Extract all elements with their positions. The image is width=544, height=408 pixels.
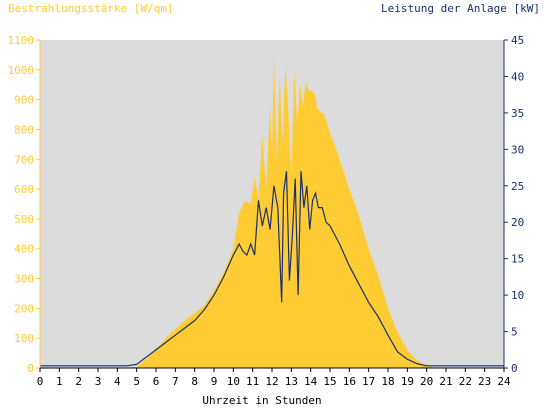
left-axis-title: Bestrahlungsstärke [W/qm] [8, 2, 174, 15]
x-tick-label: 11 [246, 375, 259, 388]
x-tick-label: 3 [95, 375, 102, 388]
x-tick-label: 10 [227, 375, 240, 388]
x-tick-label: 13 [285, 375, 298, 388]
left-tick-label: 100 [14, 332, 34, 345]
x-tick-label: 21 [439, 375, 452, 388]
x-tick-label: 2 [75, 375, 82, 388]
x-tick-label: 23 [478, 375, 491, 388]
x-tick-label: 7 [172, 375, 179, 388]
right-tick-label: 0 [511, 362, 518, 375]
left-tick-label: 400 [14, 243, 34, 256]
x-tick-label: 16 [343, 375, 356, 388]
right-tick-label: 40 [511, 70, 524, 83]
left-tick-label: 200 [14, 302, 34, 315]
series-layer [40, 57, 504, 368]
x-axis-title: Uhrzeit in Stunden [202, 394, 321, 407]
x-tick-label: 4 [114, 375, 121, 388]
x-tick-label: 0 [37, 375, 44, 388]
x-tick-label: 14 [304, 375, 318, 388]
left-tick-label: 0 [27, 362, 34, 375]
x-tick-label: 8 [191, 375, 198, 388]
x-tick-label: 5 [133, 375, 140, 388]
left-tick-label: 800 [14, 123, 34, 136]
right-tick-label: 35 [511, 107, 524, 120]
right-tick-label: 10 [511, 289, 524, 302]
left-tick-label: 700 [14, 153, 34, 166]
right-tick-label: 15 [511, 253, 524, 266]
right-tick-label: 45 [511, 34, 524, 47]
x-tick-label: 24 [497, 375, 511, 388]
left-tick-label: 1000 [8, 64, 35, 77]
left-tick-label: 500 [14, 213, 34, 226]
x-tick-label: 18 [381, 375, 394, 388]
x-tick-label: 1 [56, 375, 63, 388]
left-tick-label: 900 [14, 94, 34, 107]
x-tick-label: 6 [153, 375, 160, 388]
x-tick-label: 17 [362, 375, 375, 388]
x-tick-label: 12 [265, 375, 278, 388]
x-tick-label: 20 [420, 375, 433, 388]
right-tick-label: 5 [511, 326, 518, 339]
right-tick-label: 30 [511, 143, 524, 156]
power-line [40, 171, 504, 367]
x-tick-label: 15 [323, 375, 336, 388]
right-axis-title: Leistung der Anlage [kW] [381, 2, 540, 15]
x-tick-label: 9 [211, 375, 218, 388]
x-tick-label: 22 [459, 375, 472, 388]
x-tick-label: 19 [401, 375, 414, 388]
right-tick-label: 20 [511, 216, 524, 229]
right-tick-label: 25 [511, 180, 524, 193]
left-tick-label: 1100 [8, 34, 35, 47]
axes-layer: 0100200300400500600700800900100011000510… [8, 34, 525, 388]
left-tick-label: 600 [14, 183, 34, 196]
left-tick-label: 300 [14, 273, 34, 286]
